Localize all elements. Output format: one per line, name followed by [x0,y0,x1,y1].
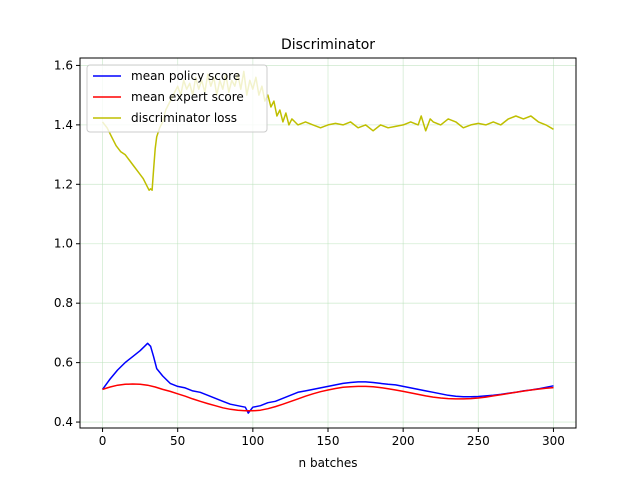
y-tick-label: 1.6 [54,58,73,72]
mean-expert-score-line [102,383,554,412]
x-tick-label: 250 [467,434,490,448]
x-tick-label: 100 [241,434,264,448]
y-tick-label: 0.4 [54,415,73,429]
x-tick-label: 150 [317,434,340,448]
y-tick-label: 0.8 [54,296,73,310]
x-axis-label: n batches [299,456,358,470]
y-axis-ticks: 0.4 0.6 0.8 1.0 1.2 1.4 1.6 [54,58,80,429]
x-tick-label: 50 [170,434,185,448]
y-tick-label: 1.0 [54,237,73,251]
x-tick-label: 200 [392,434,415,448]
x-tick-label: 300 [542,434,565,448]
x-tick-label: 0 [99,434,107,448]
mean-policy-score-line [101,342,554,414]
mean-expert-score-legend-label: mean expert score [131,90,244,104]
y-tick-label: 0.6 [54,356,73,370]
x-axis-ticks: 0 50 100 150 200 250 300 [99,428,565,448]
mean-policy-score-legend-label: mean policy score [131,69,240,83]
legend: mean policy score mean expert score discri… [86,64,268,133]
legend-box [86,64,268,133]
chart-title: Discriminator [281,37,375,53]
y-tick-label: 1.4 [54,118,73,132]
legend-items: mean policy score mean expert score discri… [93,69,244,125]
y-tick-label: 1.2 [54,177,73,191]
discriminator-loss-legend-label: discriminator loss [131,111,237,125]
